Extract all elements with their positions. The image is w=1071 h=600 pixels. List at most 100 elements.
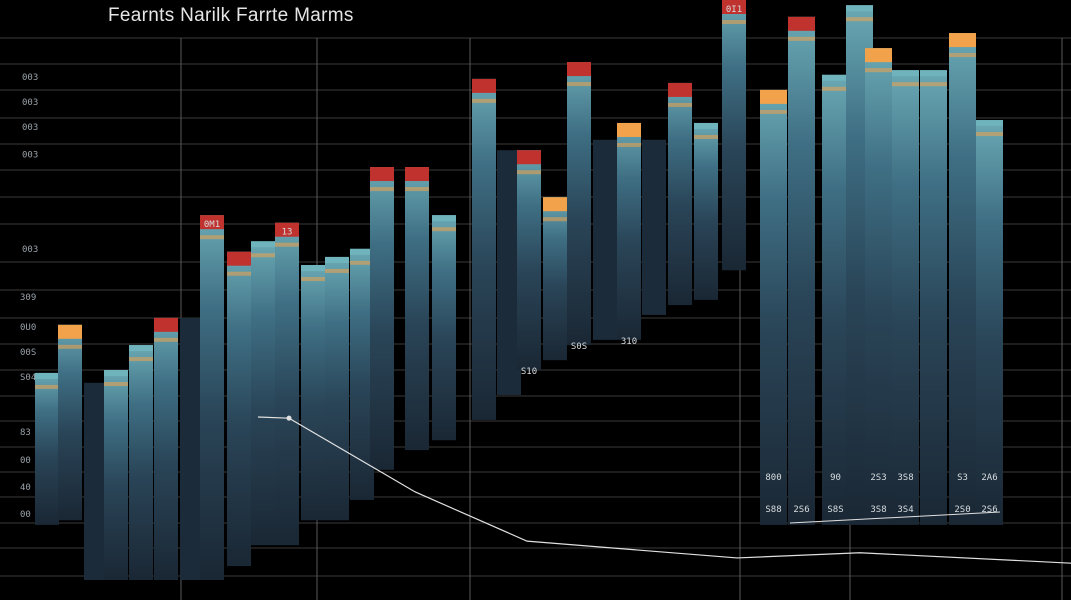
bar-band	[104, 382, 128, 387]
bar-label: 310	[621, 337, 637, 347]
bar	[129, 345, 153, 580]
bar	[472, 78, 496, 420]
bar-cap	[920, 70, 947, 77]
line-point	[286, 415, 292, 421]
bar	[892, 70, 919, 525]
bar-cap	[976, 120, 1003, 127]
bar-cap	[472, 78, 496, 93]
bar-cap	[617, 122, 641, 137]
bar	[617, 122, 641, 340]
bar-band	[251, 253, 275, 258]
bar	[370, 167, 394, 470]
bar-foot-label: 3S4	[897, 505, 913, 515]
bar-cap	[892, 70, 919, 77]
bar-cap	[760, 89, 787, 104]
bar-cap	[200, 215, 224, 230]
bar-cap	[722, 0, 746, 14]
bar-label: S3	[957, 473, 968, 483]
bar	[760, 89, 787, 525]
bar-label: 2S3	[870, 473, 886, 483]
bar-band	[543, 217, 567, 222]
bar-band	[325, 268, 349, 273]
bar-band	[760, 109, 787, 114]
y-tick-label: 00S	[20, 348, 36, 358]
y-tick-label: 003	[22, 150, 38, 160]
bar-cap	[865, 48, 892, 63]
y-tick-label: 003	[22, 73, 38, 83]
y-tick-label: 40	[20, 483, 31, 493]
bar	[976, 120, 1003, 525]
y-tick-label: 309	[20, 293, 36, 303]
bar-cap	[104, 370, 128, 377]
bar-band	[350, 260, 374, 265]
bar-cap	[949, 33, 976, 48]
bar-label: 90	[830, 473, 841, 483]
bar-band	[405, 187, 429, 192]
bar-cap	[251, 241, 275, 248]
bar-cap	[350, 248, 374, 255]
bar	[668, 82, 692, 306]
bar	[865, 48, 892, 525]
bar	[949, 33, 976, 525]
bar-cap	[517, 150, 541, 165]
bar	[58, 324, 82, 521]
bar-cap	[275, 222, 299, 237]
bar	[567, 62, 591, 346]
bar	[432, 215, 456, 441]
bar-cap	[432, 215, 456, 222]
bar	[517, 150, 541, 371]
bar-label: 3S8	[897, 473, 913, 483]
bar	[722, 0, 746, 271]
bar-band	[35, 384, 59, 389]
bar-cap	[227, 251, 251, 266]
bar	[694, 122, 718, 300]
bar-cap	[788, 16, 815, 31]
y-tick-label: S04	[20, 373, 36, 383]
bar-cap	[543, 197, 567, 212]
bar-cap	[567, 62, 591, 77]
bar-cap	[370, 167, 394, 182]
bar-foot-label: S88	[765, 505, 781, 515]
bar	[405, 167, 429, 451]
bar-band	[154, 337, 178, 342]
bar-foot-label: 3S8	[870, 505, 886, 515]
bar-band	[432, 227, 456, 232]
bar	[822, 74, 849, 525]
bar-cap	[301, 265, 325, 272]
bar	[642, 139, 666, 315]
bar-band	[976, 132, 1003, 137]
line-series-secondary	[789, 511, 1001, 524]
bar-band	[892, 82, 919, 87]
bar-cap	[35, 372, 59, 379]
bar-cap	[694, 122, 718, 129]
bar-band	[517, 170, 541, 175]
bar	[788, 16, 815, 525]
bar-label: 0M1	[204, 220, 220, 230]
bar-band	[617, 142, 641, 147]
bar-label: S0S	[571, 342, 587, 352]
bar	[227, 251, 251, 567]
bar	[35, 372, 59, 525]
bar-band	[822, 86, 849, 91]
bar-foot-label: 2S0	[954, 505, 970, 515]
bar-label: 0I1	[726, 5, 742, 15]
bar-band	[370, 187, 394, 192]
bar-band	[227, 271, 251, 276]
y-tick-label: 003	[22, 245, 38, 255]
bar	[325, 256, 349, 521]
bar-cap	[129, 345, 153, 352]
bar-band	[949, 53, 976, 58]
bar-band	[694, 134, 718, 139]
bar-band	[788, 36, 815, 41]
bar-cap	[154, 317, 178, 332]
bar	[200, 215, 224, 580]
bar	[543, 197, 567, 361]
bar-label: 13	[282, 228, 293, 238]
bar-cap	[325, 256, 349, 263]
bar-band	[722, 20, 746, 24]
bar	[593, 139, 617, 340]
bar-band	[472, 98, 496, 103]
y-tick-label: 00	[20, 510, 31, 520]
bar-label: S10	[521, 367, 537, 377]
bar-foot-label: S8S	[827, 505, 843, 515]
